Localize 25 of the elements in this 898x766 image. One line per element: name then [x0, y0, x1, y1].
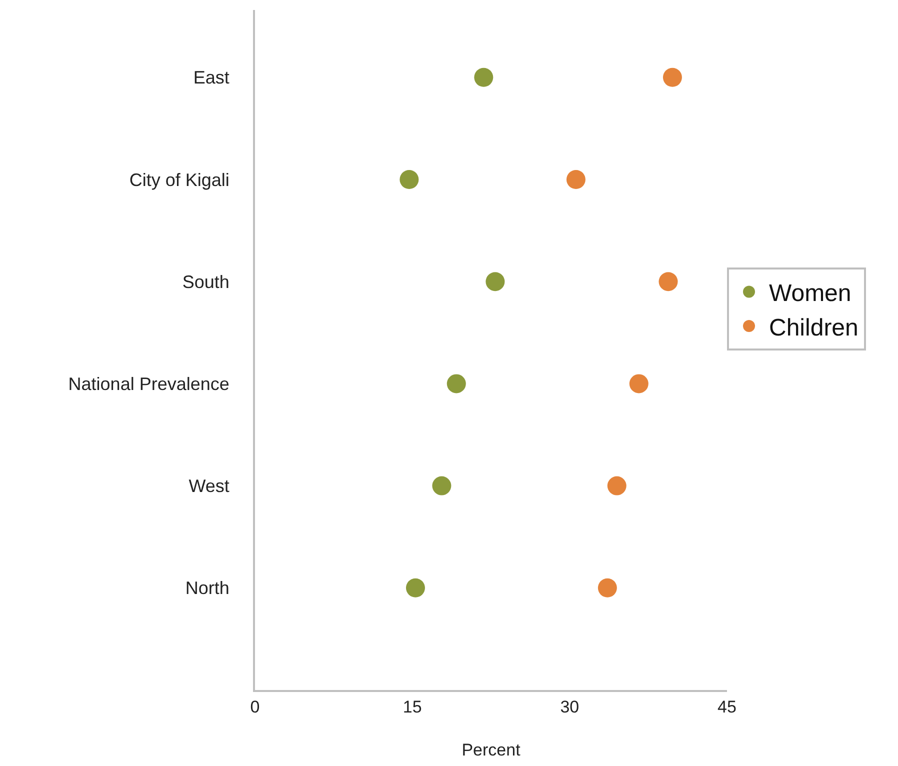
y-tick-label: East	[193, 68, 230, 88]
legend-label: Children	[769, 314, 858, 342]
point	[474, 68, 494, 87]
point	[446, 374, 466, 394]
x-tick-label: 30	[560, 697, 580, 716]
point	[598, 578, 617, 598]
x-tick-label: 15	[402, 697, 422, 716]
y-tick-label: West	[188, 476, 230, 496]
y-tick-label: North	[185, 578, 230, 598]
point	[607, 476, 626, 496]
point	[432, 476, 452, 496]
point	[406, 578, 425, 598]
x-tick-label: 45	[718, 697, 736, 716]
y-tick-label: City of Kigali	[129, 170, 230, 190]
point	[662, 68, 682, 87]
y-tick-label: South	[182, 272, 230, 292]
x-tick-label: 0	[250, 697, 260, 716]
point	[629, 374, 648, 394]
point	[566, 170, 586, 189]
x-axis-title: Percent	[462, 740, 521, 760]
point	[400, 170, 419, 189]
point	[658, 272, 678, 292]
legend-label: Women	[769, 280, 852, 308]
y-tick-label: National Prevalence	[68, 374, 230, 394]
point	[486, 272, 505, 292]
